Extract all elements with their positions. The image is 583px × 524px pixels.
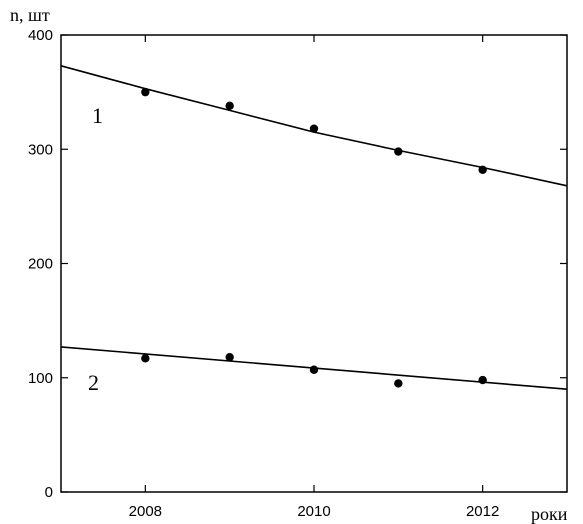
y-tick-label: 400 [28, 27, 53, 44]
x-axis-title: роки [531, 504, 568, 524]
data-point-2 [394, 379, 403, 388]
data-markers [141, 87, 487, 388]
series-label-1: 1 [92, 103, 103, 128]
series-label-2: 2 [88, 370, 99, 395]
x-tick-label: 2008 [129, 503, 162, 520]
x-tick-label: 2010 [297, 503, 330, 520]
axis-tick-labels: 0 100 200 300 400 2008 2010 2012 [28, 27, 499, 520]
y-tick-label: 200 [28, 256, 53, 273]
series-labels: 12 [88, 103, 103, 395]
plot-area-frame [60, 34, 568, 493]
x-tick-label: 2012 [466, 503, 499, 520]
trend-lines [60, 65, 568, 390]
y-tick-label: 300 [28, 141, 53, 158]
data-point-2 [478, 375, 487, 385]
data-point-1 [225, 101, 234, 111]
y-tick-label: 0 [45, 484, 53, 501]
data-point-1 [478, 165, 487, 175]
data-point-1 [141, 87, 150, 97]
data-point-2 [309, 365, 319, 374]
data-point-2 [141, 354, 150, 363]
data-point-1 [309, 124, 319, 133]
data-point-1 [394, 147, 403, 156]
data-point-2 [225, 352, 234, 362]
y-axis-title: n, шт [10, 5, 50, 25]
y-tick-label: 100 [28, 370, 53, 387]
axis-ticks [61, 34, 567, 493]
